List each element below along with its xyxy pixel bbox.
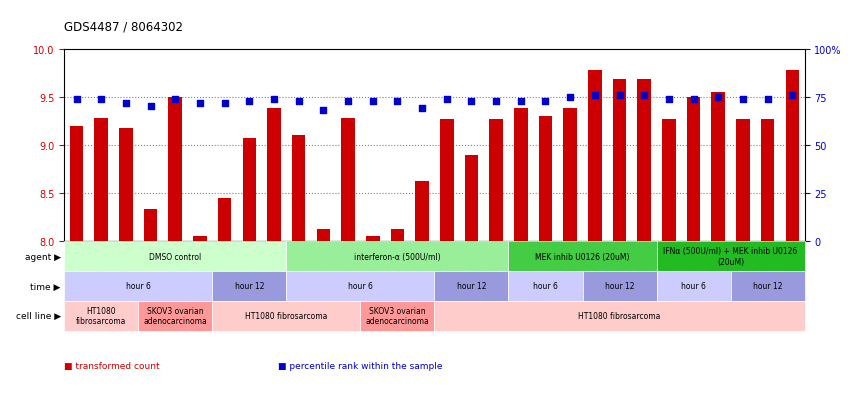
Point [736, 96, 750, 103]
Bar [342, 119, 355, 413]
Bar [390, 229, 404, 413]
Text: HT1080 fibrosarcoma: HT1080 fibrosarcoma [245, 311, 328, 320]
Point [588, 93, 602, 99]
Text: agent ▶: agent ▶ [25, 252, 61, 261]
Text: DMSO control: DMSO control [149, 252, 201, 261]
Text: hour 12: hour 12 [235, 282, 264, 291]
Bar [292, 136, 306, 413]
Bar [144, 210, 158, 413]
Point [94, 96, 108, 103]
Point [465, 98, 479, 105]
Point [366, 98, 379, 105]
Point [69, 96, 83, 103]
Text: hour 12: hour 12 [753, 282, 782, 291]
Text: hour 6: hour 6 [681, 282, 706, 291]
Bar [736, 120, 750, 413]
Point [119, 100, 133, 107]
Bar [563, 109, 577, 413]
Point [440, 96, 454, 103]
Bar [687, 97, 700, 413]
Point [538, 98, 552, 105]
Text: SKOV3 ovarian
adenocarcinoma: SKOV3 ovarian adenocarcinoma [366, 306, 429, 325]
Bar [538, 117, 552, 413]
Bar [193, 237, 207, 413]
Text: HT1080 fibrosarcoma: HT1080 fibrosarcoma [579, 311, 661, 320]
Point [169, 96, 182, 103]
Point [267, 96, 281, 103]
Bar [267, 109, 281, 413]
Text: GDS4487 / 8064302: GDS4487 / 8064302 [64, 20, 183, 33]
Text: HT1080
fibrosarcoma: HT1080 fibrosarcoma [76, 306, 127, 325]
Point [662, 96, 675, 103]
Text: hour 6: hour 6 [348, 282, 373, 291]
Bar [588, 71, 602, 413]
Text: hour 6: hour 6 [126, 282, 151, 291]
Bar [242, 139, 256, 413]
Text: cell line ▶: cell line ▶ [15, 311, 61, 320]
Bar [119, 128, 133, 413]
Text: IFNα (500U/ml) + MEK inhib U0126
(20uM): IFNα (500U/ml) + MEK inhib U0126 (20uM) [663, 247, 798, 266]
Bar [490, 120, 503, 413]
Text: ■ percentile rank within the sample: ■ percentile rank within the sample [278, 361, 443, 370]
Point [242, 98, 256, 105]
Bar [440, 120, 454, 413]
Point [786, 93, 800, 99]
Bar [613, 80, 627, 413]
Bar [662, 120, 675, 413]
Point [217, 100, 231, 107]
Text: ■ transformed count: ■ transformed count [64, 361, 160, 370]
Point [317, 108, 330, 114]
Point [342, 98, 355, 105]
Text: hour 12: hour 12 [605, 282, 634, 291]
Bar [514, 109, 527, 413]
Bar [169, 97, 182, 413]
Bar [786, 71, 800, 413]
Bar [761, 120, 775, 413]
Point [415, 106, 429, 112]
Text: SKOV3 ovarian
adenocarcinoma: SKOV3 ovarian adenocarcinoma [144, 306, 207, 325]
Point [563, 94, 577, 101]
Point [144, 104, 158, 111]
Point [292, 98, 306, 105]
Bar [415, 181, 429, 413]
Point [711, 94, 725, 101]
Point [687, 96, 700, 103]
Bar [465, 155, 479, 413]
Text: hour 12: hour 12 [457, 282, 486, 291]
Bar [711, 93, 725, 413]
Point [761, 96, 775, 103]
Text: interferon-α (500U/ml): interferon-α (500U/ml) [354, 252, 441, 261]
Text: MEK inhib U0126 (20uM): MEK inhib U0126 (20uM) [535, 252, 630, 261]
Bar [69, 126, 83, 413]
Bar [217, 198, 231, 413]
Point [390, 98, 404, 105]
Text: hour 6: hour 6 [533, 282, 558, 291]
Point [514, 98, 527, 105]
Bar [638, 80, 651, 413]
Point [613, 93, 627, 99]
Text: time ▶: time ▶ [31, 282, 61, 291]
Bar [94, 119, 108, 413]
Point [638, 93, 651, 99]
Point [490, 98, 503, 105]
Bar [317, 229, 330, 413]
Point [193, 100, 207, 107]
Bar [366, 237, 379, 413]
